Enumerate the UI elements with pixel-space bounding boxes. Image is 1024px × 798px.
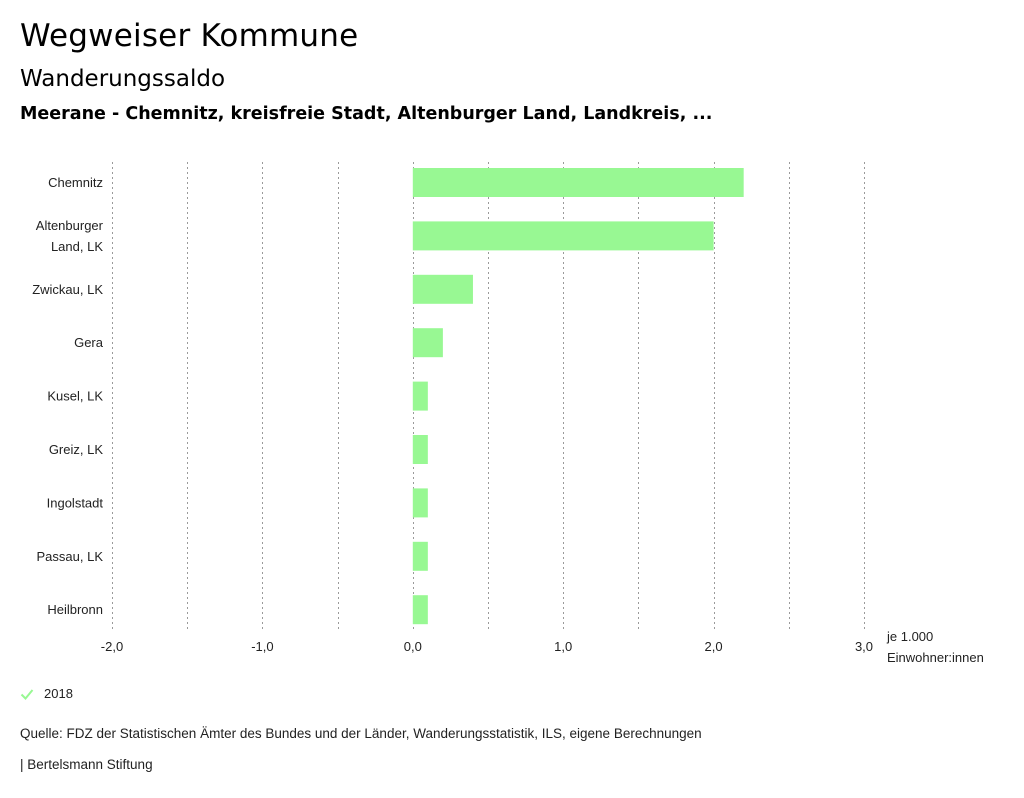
bar-3[interactable] — [412, 328, 443, 358]
checkmark-icon[interactable] — [20, 687, 34, 701]
source-note: Quelle: FDZ der Statistischen Ämter des … — [20, 726, 702, 741]
x-unit-label: Einwohner:innen — [887, 650, 984, 665]
category-labels: Chemnitz Altenburger Land, LK Zwickau, LK Ge… — [32, 175, 104, 617]
category-label: Zwickau, LK — [32, 282, 103, 297]
x-tick-label: 1,0 — [554, 639, 572, 654]
x-tick-label: -1,0 — [251, 639, 273, 654]
bar-1[interactable] — [412, 221, 714, 251]
x-unit-label: je 1.000 — [886, 629, 933, 644]
x-tick-label: 2,0 — [705, 639, 723, 654]
category-label: Ingolstadt — [47, 495, 104, 510]
bars — [412, 168, 744, 625]
x-tick-label: -2,0 — [101, 639, 123, 654]
bar-2[interactable] — [412, 274, 473, 304]
x-tick-label: 3,0 — [855, 639, 873, 654]
category-label: Greiz, LK — [49, 442, 104, 457]
app-title: Wegweiser Kommune — [20, 18, 359, 54]
chart-subtitle: Meerane - Chemnitz, kreisfreie Stadt, Al… — [20, 104, 713, 124]
category-label: Chemnitz — [48, 175, 103, 190]
bar-6[interactable] — [412, 488, 428, 518]
category-label: Land, LK — [51, 239, 103, 254]
category-label: Kusel, LK — [47, 389, 103, 404]
credit: | Bertelsmann Stiftung — [20, 757, 153, 772]
bar-7[interactable] — [412, 541, 428, 571]
gridlines — [112, 162, 865, 632]
category-label: Passau, LK — [37, 549, 104, 564]
category-label: Heilbronn — [47, 602, 103, 617]
category-label: Altenburger — [36, 218, 104, 233]
bar-0[interactable] — [412, 168, 744, 197]
bar-8[interactable] — [412, 595, 428, 625]
category-label: Gera — [74, 335, 104, 350]
legend[interactable]: 2018 — [20, 686, 73, 701]
chart-title: Wanderungssaldo — [20, 66, 226, 92]
legend-label: 2018 — [44, 686, 73, 701]
x-axis-ticks: -2,0 -1,0 0,0 1,0 2,0 3,0 — [101, 639, 873, 654]
x-axis-unit: je 1.000 Einwohner:innen — [886, 629, 984, 665]
x-tick-label: 0,0 — [404, 639, 422, 654]
bar-4[interactable] — [412, 381, 428, 411]
bar-5[interactable] — [412, 435, 428, 464]
